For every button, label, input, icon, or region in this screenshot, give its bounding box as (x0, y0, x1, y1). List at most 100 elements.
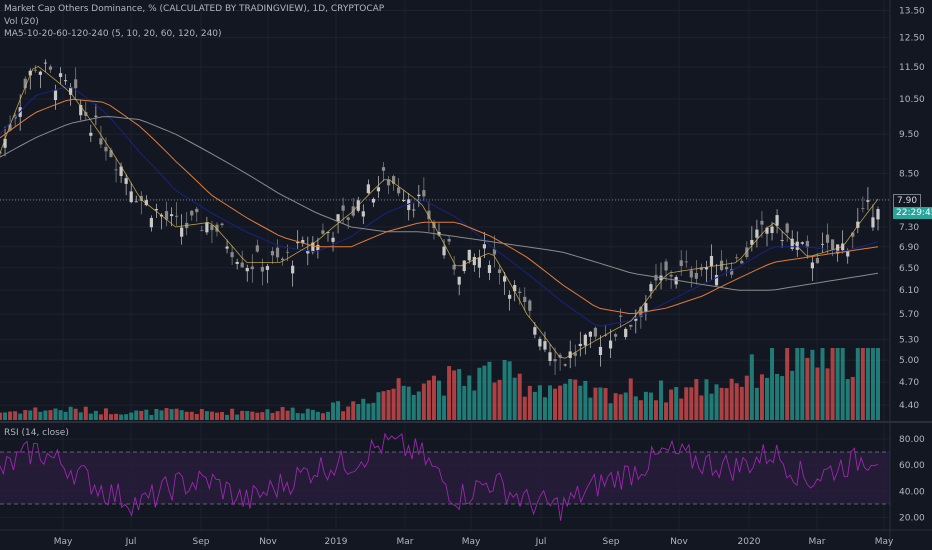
volume-bar (482, 365, 487, 420)
price-tick-label: 6.90 (899, 243, 919, 253)
volume-bar (184, 411, 189, 420)
volume-bar (759, 374, 764, 420)
price-tick-label: 6.50 (899, 264, 919, 274)
candle-body (412, 209, 416, 211)
volume-bar (815, 367, 820, 420)
volume-bar (63, 411, 68, 420)
volume-bar (144, 409, 149, 420)
candle-body (381, 167, 386, 171)
volume-bar (396, 378, 401, 420)
candle-body (180, 227, 184, 237)
volume-bar (209, 411, 214, 420)
volume-bar (235, 414, 240, 420)
volume-bar (13, 411, 18, 420)
volume-bar (134, 410, 139, 420)
volume-bar (361, 398, 366, 420)
volume-bar (245, 411, 250, 420)
volume-bar (502, 359, 507, 420)
volume-bar (452, 370, 457, 420)
volume-bars (0, 348, 880, 420)
volume-bar (714, 384, 719, 420)
candle-body (144, 200, 148, 206)
volume-bar (548, 385, 553, 420)
candle-body (23, 78, 27, 89)
time-tick-label: Sep (603, 537, 620, 547)
volume-bar (129, 412, 134, 420)
volume-bar (220, 411, 225, 420)
candle-body (508, 294, 512, 299)
volume-bar (472, 390, 477, 420)
volume-bar (336, 401, 341, 420)
candle-body (629, 324, 633, 327)
volume-bar (709, 393, 714, 420)
volume-bar (532, 391, 537, 420)
candle-body (114, 169, 118, 171)
candle-body (316, 244, 320, 251)
volume-bar (169, 409, 174, 420)
volume-bar (189, 411, 194, 420)
volume-bar (553, 388, 558, 420)
candle-body (154, 209, 159, 211)
volume-bar (563, 383, 568, 420)
volume-bar (497, 379, 502, 420)
candle-body (482, 244, 487, 249)
candle-body (452, 264, 456, 270)
volume-bar (537, 385, 542, 420)
candle-body (598, 346, 603, 356)
candle-body (694, 272, 698, 279)
rsi-tick-label: 80.00 (899, 435, 925, 445)
candle-body (74, 79, 78, 89)
candle-body (265, 266, 270, 270)
price-tick-label: 4.70 (899, 378, 919, 388)
candle-body (447, 238, 451, 242)
candle-body (805, 240, 809, 248)
volume-bar (351, 401, 356, 420)
volume-bar (608, 403, 613, 420)
volume-bar (800, 348, 805, 420)
candle-body (53, 90, 58, 101)
volume-bar (876, 348, 880, 420)
candle-body (28, 70, 32, 76)
candle-body (291, 265, 295, 274)
volume-bar (305, 408, 310, 420)
time-tick-label: Sep (193, 537, 210, 547)
candle-body (654, 274, 658, 281)
volume-bar (674, 387, 679, 420)
candle-body (699, 267, 703, 270)
volume-bar (588, 397, 593, 420)
candle-body (785, 223, 789, 233)
volume-bar (457, 369, 462, 420)
candle-body (402, 200, 406, 202)
volume-bar (598, 387, 603, 420)
volume-bar (386, 390, 391, 420)
volume-bar (805, 357, 810, 420)
candle-body (3, 138, 7, 148)
volume-bar (628, 378, 633, 420)
candle-body (79, 105, 83, 116)
candle-body (260, 266, 264, 272)
volume-bar (48, 410, 53, 420)
candle-body (558, 354, 562, 358)
time-axis-labels: May Jul Sep Nov 2019 Mar May Jul Sep Nov 2020 Mar Ma… (54, 537, 894, 547)
volume-bar (356, 404, 361, 420)
volume-bar (447, 366, 452, 420)
volume-bar (124, 414, 129, 420)
volume-bar (653, 400, 658, 420)
candle-body (770, 226, 774, 234)
candle-body (780, 240, 784, 241)
candle-body (664, 261, 668, 271)
candle-body (669, 274, 673, 277)
volume-bar (623, 392, 628, 420)
volume-bar (775, 373, 780, 420)
candle-body (397, 187, 401, 194)
rsi-tick-label: 20.00 (899, 513, 925, 523)
volume-bar (280, 407, 285, 420)
rsi-legend: RSI (14, close) (4, 428, 69, 438)
volume-bar (3, 412, 8, 420)
candle-body (301, 240, 305, 244)
candle-body (220, 223, 224, 226)
candle-body (417, 194, 421, 197)
volume-bar (320, 413, 325, 420)
countdown-tag: 22:29:45 (893, 207, 932, 219)
candle-body (366, 184, 370, 194)
